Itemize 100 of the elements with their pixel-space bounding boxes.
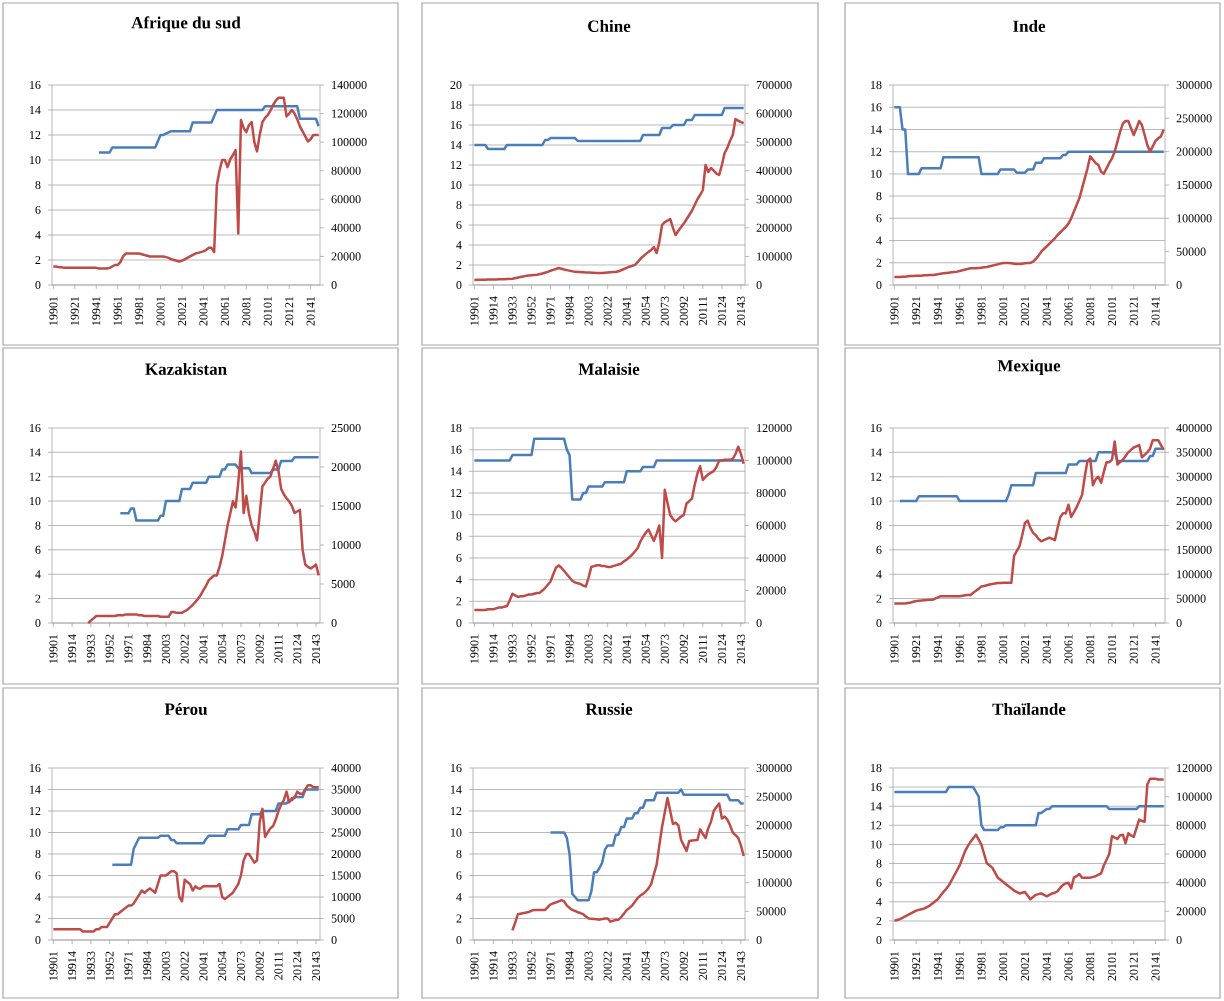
y-tick-label: 14 bbox=[871, 125, 882, 134]
x-tick-label: 19914 bbox=[68, 634, 77, 663]
x-tick-label: 19984 bbox=[565, 634, 574, 663]
x-tick-label: 19901 bbox=[470, 296, 479, 325]
y2-tick-label: 600000 bbox=[756, 109, 792, 118]
y-tick-label: 16 bbox=[871, 103, 882, 112]
y-tick-label: 0 bbox=[35, 618, 41, 628]
y2-tick-label: 50000 bbox=[1176, 594, 1206, 603]
x-tick-label: 19901 bbox=[49, 951, 58, 980]
y2-tick-label: 250000 bbox=[1176, 497, 1212, 506]
y-tick-label: 4 bbox=[456, 575, 462, 584]
x-tick-label: 19914 bbox=[489, 951, 498, 980]
x-tick-label: 20022 bbox=[180, 951, 189, 981]
y-tick-label: 18 bbox=[451, 100, 462, 110]
y-tick-label: 6 bbox=[876, 878, 882, 887]
x-tick-label: 20141 bbox=[1151, 634, 1160, 664]
x-tick-label: 20121 bbox=[285, 296, 294, 326]
y-tick-label: 18 bbox=[871, 763, 882, 773]
y-tick-label: 2 bbox=[35, 255, 41, 264]
y-tick-label: 6 bbox=[876, 214, 882, 223]
y-tick-label: 16 bbox=[30, 763, 41, 773]
y2-tick-label: 80000 bbox=[331, 166, 361, 175]
y-tick-label: 4 bbox=[876, 897, 882, 906]
y2-tick-label: 700000 bbox=[756, 80, 792, 90]
x-tick-label: 19952 bbox=[527, 951, 536, 980]
x-tick-label: 20022 bbox=[603, 951, 612, 981]
chart-title: Kazakistan bbox=[145, 362, 227, 375]
y2-tick-label: 150000 bbox=[1177, 545, 1212, 554]
x-tick-label: 20041 bbox=[1042, 951, 1051, 981]
y-tick-label: 0 bbox=[456, 618, 462, 628]
y-tick-label: 0 bbox=[876, 618, 882, 628]
x-tick-label: 20073 bbox=[660, 634, 669, 664]
x-tick-label: 19901 bbox=[890, 951, 899, 980]
y-tick-label: 2 bbox=[456, 914, 462, 923]
y-tick-label: 10 bbox=[30, 497, 41, 506]
x-tick-label: 20054 bbox=[218, 634, 227, 664]
x-tick-label: 19901 bbox=[890, 634, 899, 663]
x-tick-label: 19901 bbox=[49, 296, 58, 325]
x-tick-label: 20054 bbox=[218, 951, 227, 981]
y-tick-label: 0 bbox=[456, 935, 462, 945]
y-tick-label: 0 bbox=[876, 280, 882, 290]
chart-title: Inde bbox=[1013, 19, 1046, 32]
y2-tick-label: 100000 bbox=[1177, 214, 1212, 223]
x-tick-label: 19952 bbox=[105, 951, 114, 980]
y-tick-label: 4 bbox=[35, 231, 41, 239]
x-tick-label: 20003 bbox=[584, 296, 593, 326]
x-tick-label: 20001 bbox=[999, 296, 1008, 326]
x-tick-label: 20061 bbox=[1064, 296, 1073, 326]
x-tick-label: 20081 bbox=[242, 296, 251, 326]
y-tick-label: 14 bbox=[30, 448, 41, 457]
x-tick-label: 20001 bbox=[999, 951, 1008, 981]
x-tick-label: 20003 bbox=[161, 634, 170, 664]
x-tick-label: 20041 bbox=[199, 951, 208, 981]
y-tick-label: 16 bbox=[30, 80, 41, 90]
x-tick-label: 20041 bbox=[1042, 634, 1051, 664]
x-tick-label: 20101 bbox=[263, 296, 272, 326]
x-tick-label: 19914 bbox=[489, 634, 498, 663]
y-tick-label: 14 bbox=[451, 141, 462, 149]
chart-title: Russie bbox=[585, 702, 633, 715]
x-tick-label: 19984 bbox=[565, 296, 574, 325]
x-tick-label: 19914 bbox=[68, 951, 77, 980]
y-tick-label: 10 bbox=[451, 828, 462, 837]
y2-tick-label: 15000 bbox=[332, 501, 361, 511]
y2-tick-label: 20000 bbox=[756, 586, 786, 595]
y2-tick-label: 30000 bbox=[331, 806, 361, 816]
y-tick-label: 12 bbox=[451, 160, 462, 169]
x-tick-label: 20041 bbox=[622, 296, 631, 326]
x-tick-label: 19921 bbox=[912, 634, 921, 663]
x-tick-label: 20121 bbox=[1129, 296, 1138, 326]
x-tick-label: 20021 bbox=[1020, 634, 1029, 664]
x-tick-label: 20022 bbox=[603, 296, 612, 326]
x-tick-label: 20081 bbox=[1086, 634, 1095, 664]
y-tick-label: 8 bbox=[876, 192, 882, 201]
x-tick-label: 20111 bbox=[698, 951, 707, 980]
x-tick-label: 20081 bbox=[1086, 296, 1095, 326]
y-tick-label: 0 bbox=[876, 935, 882, 945]
x-tick-label: 20111 bbox=[274, 634, 283, 663]
y2-tick-label: 60000 bbox=[1176, 849, 1206, 859]
y-tick-label: 8 bbox=[456, 200, 462, 210]
y2-tick-label: 60000 bbox=[331, 195, 361, 204]
x-tick-label: 19971 bbox=[546, 634, 555, 663]
x-tick-label: 19901 bbox=[470, 634, 479, 663]
y2-tick-label: 100000 bbox=[1177, 792, 1212, 801]
y-tick-label: 12 bbox=[871, 472, 882, 481]
x-tick-label: 19901 bbox=[49, 634, 58, 663]
y-tick-label: 8 bbox=[876, 521, 882, 530]
y-tick-label: 2 bbox=[456, 597, 462, 606]
x-tick-label: 20022 bbox=[603, 634, 612, 664]
x-tick-label: 19941 bbox=[933, 634, 942, 663]
y-tick-label: 4 bbox=[456, 241, 462, 249]
y2-tick-label: 0 bbox=[1176, 280, 1182, 290]
y2-tick-label: 250000 bbox=[1176, 114, 1212, 123]
x-tick-label: 20092 bbox=[679, 634, 688, 664]
y2-tick-label: 150000 bbox=[757, 849, 792, 859]
x-tick-label: 19933 bbox=[508, 951, 517, 980]
x-tick-label: 20111 bbox=[274, 951, 283, 980]
y2-tick-label: 500000 bbox=[756, 138, 792, 147]
x-tick-label: 19921 bbox=[912, 296, 921, 325]
x-tick-label: 19901 bbox=[470, 951, 479, 980]
x-tick-label: 19981 bbox=[135, 296, 144, 325]
